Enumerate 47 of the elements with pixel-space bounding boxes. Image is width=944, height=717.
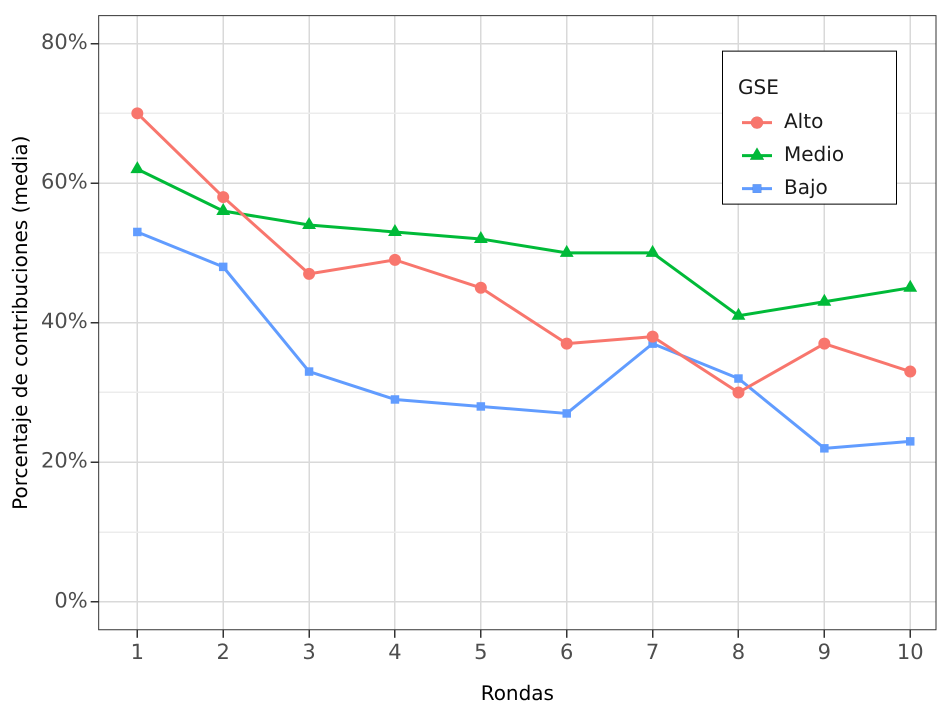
point: [562, 409, 571, 418]
x-tick-label: 9: [818, 640, 832, 664]
point: [646, 330, 659, 343]
point: [388, 224, 402, 236]
x-tick-label: 5: [474, 640, 488, 664]
point: [820, 444, 829, 453]
x-tick-label: 4: [388, 640, 402, 664]
point: [646, 244, 660, 257]
point: [388, 254, 401, 266]
y-tick-label: 0%: [54, 588, 88, 612]
legend-label: Bajo: [784, 174, 828, 199]
point: [302, 216, 316, 229]
x-tick-label: 8: [732, 640, 746, 664]
point: [304, 367, 314, 376]
point: [390, 395, 400, 404]
point: [732, 308, 746, 320]
point: [474, 230, 488, 243]
x-tick-label: 1: [130, 640, 144, 664]
x-tick-label: 7: [646, 640, 660, 664]
point: [476, 402, 486, 411]
point: [734, 374, 743, 383]
x-tick-label: 10: [896, 640, 924, 664]
point: [903, 280, 918, 292]
point: [474, 282, 487, 294]
point: [303, 268, 316, 280]
legend-title: GSE: [738, 74, 779, 99]
point: [218, 262, 228, 272]
y-tick-label: 60%: [40, 170, 88, 194]
point: [732, 386, 744, 398]
point: [906, 437, 914, 446]
y-tick-label: 80%: [40, 30, 88, 54]
y-tick-label: 40%: [40, 309, 88, 334]
x-tick-label: 6: [560, 640, 574, 664]
point: [216, 203, 230, 216]
point: [817, 294, 832, 306]
point: [130, 161, 144, 174]
point: [818, 338, 830, 350]
x-tick-label: 3: [302, 640, 316, 664]
y-tick-label: 20%: [40, 448, 88, 473]
x-axis-title: Rondas: [480, 681, 554, 706]
legend-label: Medio: [784, 142, 844, 166]
point: [560, 244, 574, 257]
point: [560, 338, 573, 350]
legend-label: Alto: [784, 108, 824, 133]
y-axis-title: Porcentaje de contribuciones (media): [8, 136, 32, 510]
point: [904, 366, 916, 378]
x-tick-label: 2: [216, 640, 230, 664]
